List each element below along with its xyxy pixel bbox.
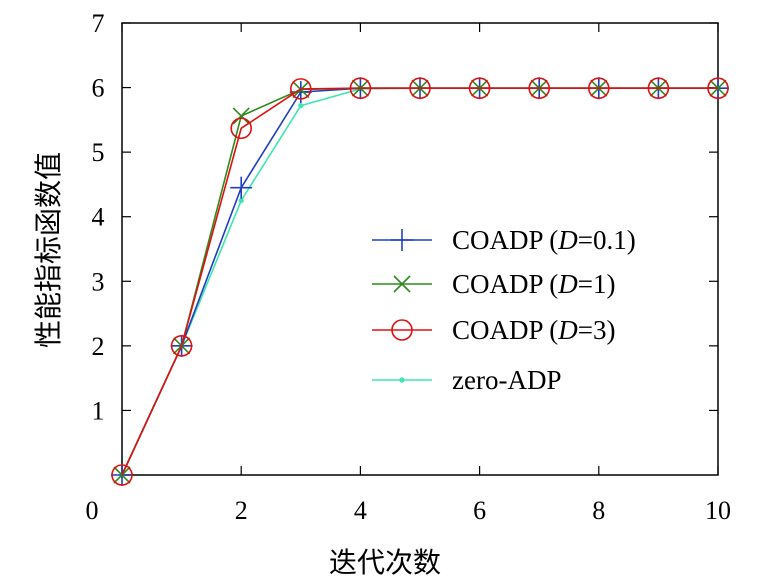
data-point (230, 176, 253, 199)
circle-marker (468, 77, 491, 100)
data-point (289, 78, 312, 100)
y-axis-title: 性能指标函数值 (33, 152, 65, 348)
x-tick-label: 10 (705, 496, 731, 525)
legend-label-italic: D (557, 225, 578, 255)
data-point (170, 335, 193, 357)
x-tick-label: 0 (86, 496, 99, 525)
circle-marker (409, 77, 431, 100)
legend-label-suffix: =1) (578, 269, 616, 299)
data-point (647, 77, 670, 100)
series-line (121, 87, 718, 476)
legend-entry: COADP (D=1) (372, 269, 615, 299)
data-point (232, 107, 250, 125)
legend-marker (399, 377, 405, 383)
y-tick-label: 5 (92, 138, 105, 167)
x-axis-title: 迭代次数 (329, 547, 441, 579)
plot-frame (121, 22, 719, 476)
y-tick-label: 3 (92, 267, 105, 296)
data-point (238, 197, 244, 204)
circle-marker (349, 77, 372, 100)
legend-marker (391, 319, 413, 341)
dot-marker (399, 377, 405, 383)
data-point (298, 103, 304, 109)
data-point (349, 77, 372, 100)
circle-marker (230, 117, 252, 140)
legend-label: COADP (D=1) (452, 269, 615, 299)
legend-label: COADP (D=0.1) (452, 225, 636, 255)
circle-marker (170, 335, 193, 357)
data-point (587, 77, 610, 100)
series-line (121, 87, 718, 476)
legend-label-italic: D (557, 269, 578, 299)
data-point (409, 77, 431, 100)
y-tick-label: 7 (92, 9, 105, 38)
legend-entry: COADP (D=0.1) (372, 225, 636, 255)
legend-label-suffix: =0.1) (578, 225, 636, 255)
data-point (528, 77, 551, 100)
x-marker-b (232, 107, 250, 125)
series-line (121, 87, 718, 476)
circle-marker (391, 319, 413, 341)
circle-marker (528, 77, 551, 100)
legend: COADP (D=0.1)COADP (D=1)COADP (D=3)zero-… (372, 225, 636, 395)
y-tick-label: 6 (92, 74, 105, 103)
circle-marker (587, 77, 610, 100)
circle-marker (111, 464, 133, 486)
dot-marker (298, 103, 304, 109)
x-marker-b (393, 275, 411, 293)
legend-entry: COADP (D=3) (372, 315, 615, 345)
y-tick-label: 2 (92, 332, 105, 361)
legend-label: COADP (D=3) (452, 315, 615, 345)
data-point (707, 77, 729, 100)
legend-label-suffix: =3) (578, 315, 616, 345)
data-point (230, 117, 252, 140)
legend-marker (391, 229, 413, 251)
legend-label-text: zero-ADP (452, 365, 561, 395)
x-tick-label: 2 (235, 496, 248, 525)
circle-marker (647, 77, 670, 100)
circle-marker (289, 78, 312, 100)
series-dot-group (119, 85, 721, 478)
legend-label-text: COADP ( (452, 225, 558, 255)
legend-entry: zero-ADP (372, 365, 561, 395)
data-point (111, 464, 133, 486)
legend-label: zero-ADP (452, 365, 561, 395)
legend-label-text: COADP ( (452, 269, 558, 299)
x-tick-label: 6 (473, 496, 486, 525)
y-tick-label: 1 (92, 396, 105, 425)
series-circle-group (111, 77, 729, 486)
series-plus-group (111, 77, 729, 486)
series-layer (111, 77, 729, 486)
circle-marker (707, 77, 729, 100)
legend-label-italic: D (557, 315, 578, 345)
y-tick-label: 4 (92, 203, 105, 232)
x-tick-label: 4 (354, 496, 367, 525)
legend-marker (393, 275, 411, 293)
data-point (468, 77, 491, 100)
x-tick-label: 8 (592, 496, 605, 525)
series-line (121, 87, 718, 476)
dot-marker (238, 197, 244, 204)
legend-label-text: COADP ( (452, 315, 558, 345)
